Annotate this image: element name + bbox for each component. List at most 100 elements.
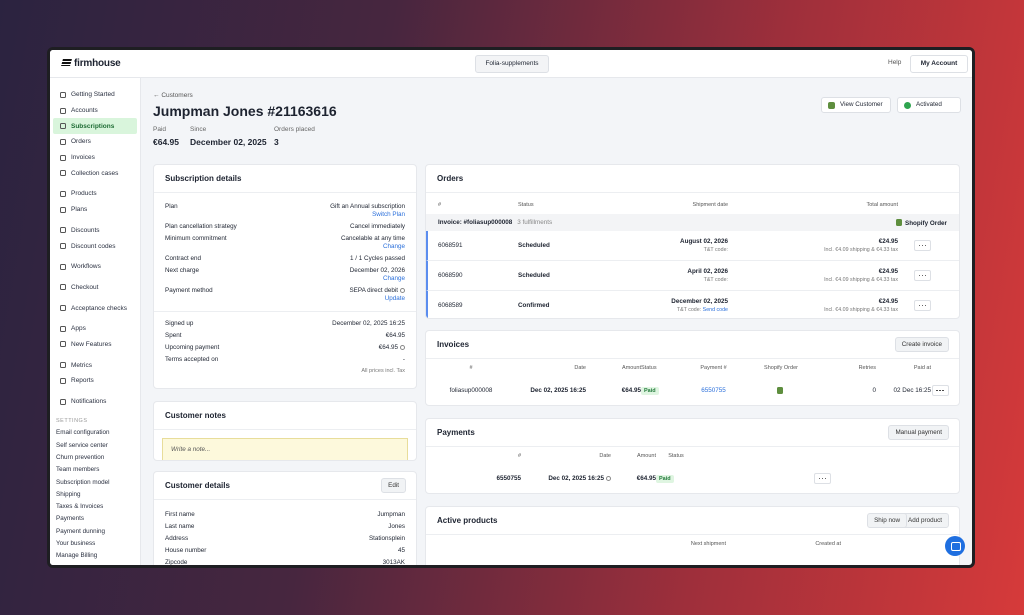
order-id: 6068590 [438,272,463,279]
detail-link[interactable]: Update [384,295,405,302]
total: €24.95 Incl. €4.09 shipping & €4.33 tax [728,298,898,313]
stat: Paid €64.95 [153,126,179,147]
card-title: Invoices Create invoice [426,331,959,359]
detail-label: First name [165,511,195,518]
project-select[interactable]: Folia-supplements [475,55,549,73]
account-menu[interactable]: My Account [910,55,968,73]
nav-item[interactable]: New Features [53,337,137,353]
nav-item[interactable]: Accounts [53,103,137,119]
subscription-card: Subscription details Plan Gift an Annual s… [153,164,417,389]
settings-item[interactable]: Payments [56,515,84,523]
settings-item[interactable]: Subscription model [56,478,110,486]
settings-item[interactable]: Team members [56,466,100,474]
detail-label: House number [165,547,207,554]
button[interactable]: Add product [901,513,949,528]
order-row: 6068590 Scheduled April 02, 2026 T&T code: €… [426,261,959,291]
settings-item[interactable]: Churn prevention [56,453,105,461]
dot [921,274,924,277]
nav-icon [60,305,66,312]
dot [918,244,921,247]
button[interactable]: Create invoice [894,337,949,352]
settings-item[interactable]: Manage Billing [56,552,98,560]
column: Paid at [913,365,931,371]
nav-label: Reports [71,377,94,385]
more-button[interactable] [931,385,949,396]
detail-row: Last name Jones [154,521,416,533]
detail-row: Minimum commitment Cancelable at any time [154,233,416,245]
settings-item[interactable]: Email configuration [56,429,110,437]
products-card: Active products Add product Ship now Next s… [425,506,960,565]
nav-item[interactable]: Workflows [53,259,137,275]
detail-value: Cancelable at any time [340,235,405,242]
nav-item[interactable]: Acceptance checks [53,300,137,316]
column: Total amount [866,202,899,208]
more-button[interactable] [914,240,931,251]
nav-item[interactable]: Invoices [53,150,137,166]
label: Shopify Order [905,219,947,227]
icon [828,102,835,109]
settings-item[interactable]: Your business [56,540,96,548]
detail-link[interactable]: Switch Plan [372,211,405,218]
detail-value: Stationsplein [368,535,405,542]
edit-button[interactable]: Edit [381,478,406,493]
order-row: 6068589 Confirmed December 02, 2025 T&T cod… [426,291,959,318]
order-id: 6068591 [438,242,463,249]
nav-label: Acceptance checks [71,304,128,312]
dot [821,477,824,480]
detail-label: Minimum commitment [165,235,227,242]
button[interactable]: Ship now [867,513,907,528]
back-link[interactable]: ← Customers [153,92,193,99]
status-button[interactable]: Activated [897,97,961,113]
app-window: firmhouse Folia-supplements Help My Acco… [47,47,975,568]
detail-link[interactable]: Change [382,243,405,250]
settings-item[interactable]: Taxes & Invoices [56,503,104,511]
nav-item[interactable]: Notifications [53,394,137,410]
detail-row: Zipcode 3013AK [154,557,416,565]
cell: €64.95 [636,475,656,482]
nav-item[interactable]: Reports [53,373,137,389]
note-input[interactable]: Write a note... [162,438,408,460]
nav-label: Getting Started [71,91,115,99]
nav-icon [60,325,66,332]
price-note: All prices incl. Tax [361,368,405,374]
dot [824,477,827,480]
stat-value: 3 [274,137,279,147]
detail-label: Last name [165,523,195,530]
nav-item[interactable]: Getting Started [53,87,137,103]
nav-item[interactable]: Collection cases [53,165,137,181]
cell: 6550755 [701,387,726,394]
nav-item[interactable]: Discounts [53,223,137,239]
settings-item[interactable]: Payment dunning [56,527,106,535]
send-code[interactable]: Send code [702,307,728,313]
nav-item[interactable]: Apps [53,321,137,337]
nav-item[interactable]: Products [53,186,137,202]
nav-item[interactable]: Discount codes [53,238,137,254]
notes-card: Customer notes Write a note... [153,401,417,461]
settings-item[interactable]: Self service center [56,441,108,449]
detail-link[interactable]: Change [382,275,405,282]
nav-item[interactable]: Orders [53,134,137,150]
card-title: Customer notes [154,402,416,430]
nav-item[interactable]: Plans [53,202,137,218]
fulfillments: 3 fulfillments [517,219,553,226]
detail-value: 3013AK [382,559,405,565]
nav-label: Accounts [71,107,98,115]
nav-icon [60,263,66,270]
fees: Incl. €4.09 shipping & €4.33 tax [824,307,898,313]
chat-button[interactable] [945,536,965,556]
button[interactable]: Manual payment [888,425,949,440]
nav-item[interactable]: Metrics [53,357,137,373]
cell: €64.95 [621,387,641,394]
more-button[interactable] [814,473,831,484]
view-customer-button[interactable]: View Customer [821,97,891,113]
nav-item[interactable]: Subscriptions [53,118,137,135]
more-button[interactable] [914,300,931,311]
help-link[interactable]: Help [888,59,902,66]
detail-value: SEPA direct debit [349,285,405,297]
nav-item[interactable]: Checkout [53,280,137,296]
dot [921,304,924,307]
more-button[interactable] [914,270,931,281]
settings-item[interactable]: Shipping [56,490,81,498]
detail-value: Jumpman [377,511,405,518]
title: Payments [437,428,475,437]
